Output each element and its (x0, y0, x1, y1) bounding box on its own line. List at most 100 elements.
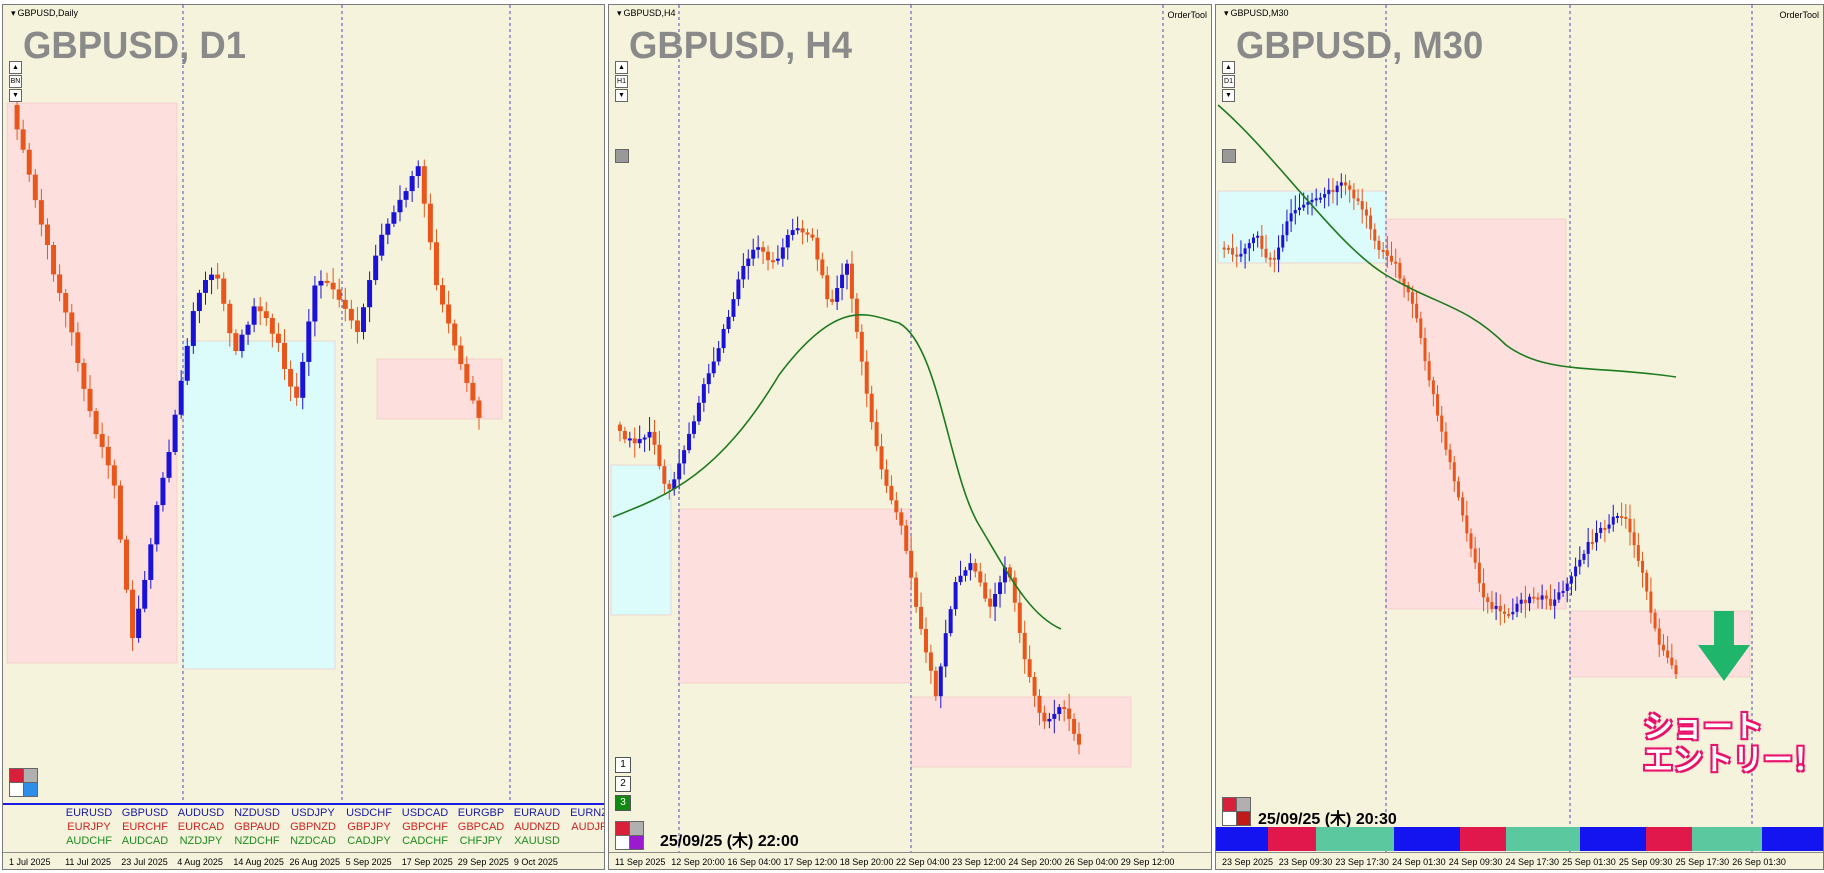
bull-candle (993, 593, 998, 607)
currency-pair-button[interactable]: AUDJPY (571, 821, 604, 833)
bear-candle (130, 589, 136, 638)
currency-pair-button[interactable]: GBPNZD (290, 821, 336, 833)
blue-toggle-icon[interactable] (23, 782, 38, 797)
timeframe-button-3[interactable]: 3 (615, 795, 631, 811)
chart-panel-daily[interactable]: GBPUSD,Daily GBPUSD, D1 ▲ BN ▼ EURUSD GBP… (2, 4, 605, 870)
close-red-icon[interactable] (615, 821, 630, 836)
bear-candle (1624, 516, 1628, 519)
currency-pair-button[interactable]: NZDJPY (179, 835, 223, 847)
currency-pair-button[interactable]: EURJPY (67, 821, 111, 833)
chart-panel-m30[interactable]: GBPUSD,M30 OrderTool GBPUSD, M30 ▲ D1 ▼ … (1215, 4, 1824, 870)
bear-candle (884, 469, 889, 486)
currency-pair-button[interactable]: EURGBP (457, 807, 505, 819)
bear-candle (988, 598, 993, 607)
currency-pair-button[interactable]: NZDCAD (290, 835, 336, 847)
m30-chart-canvas[interactable] (1216, 5, 1823, 869)
currency-pair-button[interactable]: GBPJPY (347, 821, 391, 833)
bear-candle (464, 364, 470, 383)
timeframe-button-1[interactable]: 1 (615, 757, 631, 773)
currency-pair-button[interactable]: USDJPY (291, 807, 335, 819)
scroll-up-icon[interactable]: ▲ (615, 61, 628, 74)
chart-panel-h4[interactable]: GBPUSD,H4 OrderTool GBPUSD, H4 ▲ H1 ▼ 1 … (608, 4, 1212, 870)
currency-pair-button[interactable]: NZDUSD (234, 807, 280, 819)
h4-chart-canvas[interactable] (609, 5, 1211, 869)
tool-icon[interactable] (1222, 811, 1237, 826)
bear-candle (348, 308, 354, 321)
bull-candle (1318, 197, 1322, 200)
scroll-up-icon[interactable]: ▲ (9, 61, 22, 74)
currency-pair-button[interactable]: GBPCAD (457, 821, 505, 833)
down-arrow-icon (1698, 611, 1750, 681)
scroll-down-icon[interactable]: ▼ (1222, 89, 1235, 102)
bull-candle (1277, 247, 1281, 260)
bear-candle (1456, 481, 1460, 498)
bear-candle (1469, 533, 1473, 549)
currency-pair-button[interactable]: GBPAUD (234, 821, 280, 833)
tf-label[interactable]: BN (9, 75, 22, 88)
moving-average-line (1217, 104, 1677, 378)
bear-candle (99, 434, 105, 447)
order-tool-label[interactable]: OrderTool (1779, 10, 1819, 20)
bull-candle (1002, 567, 1007, 583)
hand-tool-icon[interactable] (1222, 149, 1236, 163)
currency-pair-button[interactable]: AUDUSD (177, 807, 225, 819)
currency-pair-button[interactable]: AUDNZD (514, 821, 560, 833)
bear-candle (983, 582, 988, 599)
x-axis-tick-label: 24 Sep 09:30 (1448, 857, 1503, 867)
close-red-icon[interactable] (1222, 797, 1237, 812)
currency-pair-button[interactable]: CADJPY (347, 835, 391, 847)
currency-pair-button[interactable]: GBPUSD (121, 807, 169, 819)
tool-icon[interactable] (9, 782, 24, 797)
tool-icon[interactable] (615, 835, 630, 850)
currency-pair-button[interactable]: AUDCAD (121, 835, 169, 847)
scroll-down-icon[interactable]: ▼ (615, 89, 628, 102)
currency-pair-button[interactable]: EURCAD (177, 821, 225, 833)
currency-pair-button[interactable]: USDCAD (401, 807, 449, 819)
order-tool-label[interactable]: OrderTool (1167, 10, 1207, 20)
currency-pair-button[interactable]: GBPCHF (402, 821, 448, 833)
tf-label[interactable]: D1 (1222, 75, 1235, 88)
timeframe-button-2[interactable]: 2 (615, 776, 631, 792)
currency-pair-button[interactable]: USDCHF (346, 807, 392, 819)
currency-pair-button[interactable]: AUDCHF (66, 835, 112, 847)
bull-candle (938, 666, 943, 697)
currency-pair-button[interactable]: EURAUD (513, 807, 561, 819)
bear-candle (1452, 462, 1456, 482)
currency-pair-button[interactable]: EURUSD (65, 807, 113, 819)
gray-toggle-icon[interactable] (629, 821, 644, 836)
bear-candle (919, 606, 924, 629)
currency-pair-button[interactable]: CHFJPY (459, 835, 503, 847)
bear-candle (869, 393, 874, 423)
bull-candle (736, 279, 741, 300)
bear-candle (336, 289, 342, 300)
currency-pair-button[interactable]: EURNZD (570, 807, 604, 819)
bull-candle (367, 280, 373, 308)
daily-chart-canvas[interactable] (3, 5, 604, 869)
bear-candle (849, 263, 854, 299)
scroll-up-icon[interactable]: ▲ (1222, 61, 1235, 74)
hand-tool-icon[interactable] (615, 149, 629, 163)
bear-candle (1260, 235, 1264, 249)
gray-toggle-icon[interactable] (1236, 797, 1251, 812)
currency-pair-button[interactable]: XAUUSD (514, 835, 560, 847)
bull-candle (795, 228, 800, 231)
bear-candle (1436, 394, 1440, 416)
tf-label[interactable]: H1 (615, 75, 628, 88)
bear-candle (1017, 602, 1022, 633)
red-toggle-icon[interactable] (1236, 811, 1251, 826)
nav-buttons: ▲ D1 ▼ (1222, 61, 1235, 103)
scroll-down-icon[interactable]: ▼ (9, 89, 22, 102)
bear-candle (864, 361, 869, 394)
bull-candle (1511, 611, 1515, 615)
strength-segment (1646, 827, 1692, 851)
bear-candle (1653, 612, 1657, 629)
currency-pair-button[interactable]: CADCHF (402, 835, 448, 847)
bull-candle (154, 505, 160, 545)
close-red-icon[interactable] (9, 768, 24, 783)
bear-candle (342, 299, 348, 309)
gray-toggle-icon[interactable] (23, 768, 38, 783)
currency-pair-button[interactable]: NZDCHF (234, 835, 280, 847)
purple-toggle-icon[interactable] (629, 835, 644, 850)
currency-pair-button[interactable]: EURCHF (122, 821, 168, 833)
x-axis-tick-label: 24 Sep 01:30 (1392, 857, 1446, 867)
